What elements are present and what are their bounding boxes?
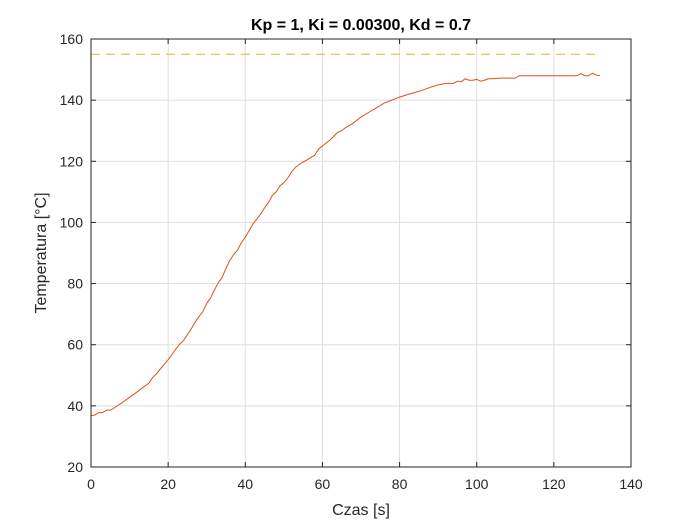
plot-area-border [90,38,632,468]
x-tick-label: 60 [315,476,331,492]
x-tick-label: 140 [619,476,643,492]
series-layer [90,53,601,417]
y-tick-label: 40 [67,398,83,414]
x-tick-label: 0 [87,476,95,492]
y-axis-label: Temperatura [°C] [33,192,50,313]
y-tick-label: 100 [60,214,84,230]
chart-title: Kp = 1, Ki = 0.00300, Kd = 0.7 [251,17,471,34]
y-tick-label: 120 [60,153,84,169]
x-tick-label: 100 [465,476,489,492]
x-tick-label: 20 [160,476,176,492]
y-tick-label: 20 [67,459,83,475]
x-axis-label: Czas [s] [332,502,390,519]
x-tick-label: 40 [237,476,253,492]
x-tick-label: 80 [392,476,408,492]
y-tick-label: 80 [67,276,83,292]
y-tick-label: 60 [67,337,83,353]
y-tick-label: 140 [60,92,84,108]
x-tick-label: 120 [542,476,566,492]
grid-lines [91,39,631,467]
temperature-series-line [90,72,601,417]
y-tick-label: 160 [60,31,84,47]
plot-area-background [91,39,631,467]
